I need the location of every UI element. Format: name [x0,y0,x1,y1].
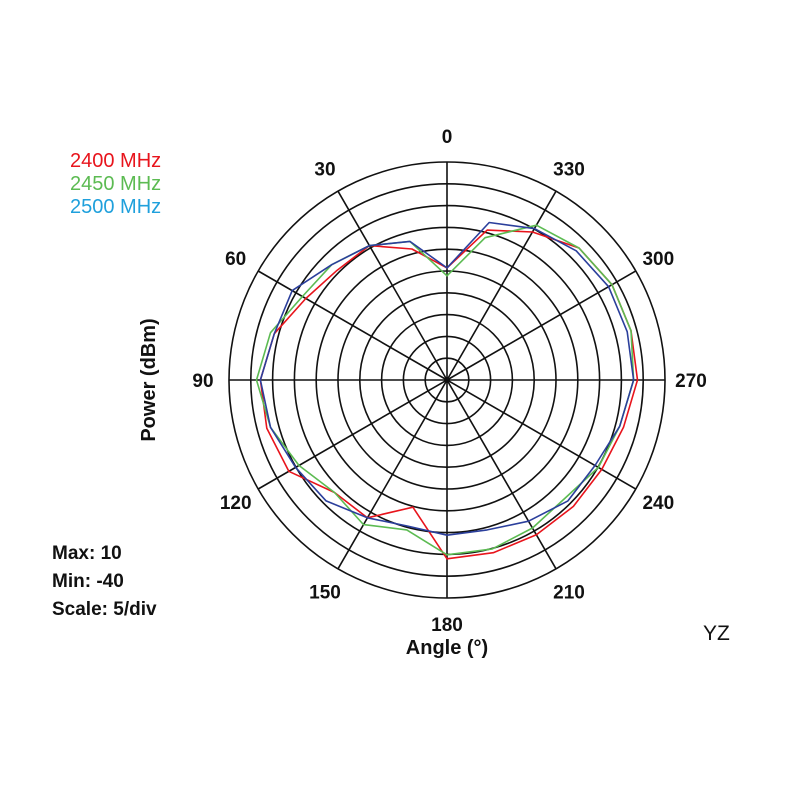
angle-tick-label: 180 [431,615,463,636]
stat-max: Max: 10 [52,543,122,564]
angle-spokes [229,162,665,598]
angle-tick-label: 330 [553,160,585,181]
plane-label: YZ [703,622,730,645]
angle-tick-label: 270 [675,371,707,392]
angle-tick-label: 150 [309,582,341,603]
angle-tick-label: 0 [442,127,453,148]
grid-spoke [446,379,557,570]
angle-tick-labels: 0 30 60 90 120 150 180 210 240 270 300 330 [192,127,706,636]
legend-entry-2400: 2400 MHz [70,150,162,172]
grid-spoke [257,270,448,381]
grid-spoke [446,270,637,381]
angle-tick-label: 300 [642,249,674,270]
legend-entry-2500: 2500 MHz [70,196,162,218]
grid-spoke [446,190,557,381]
angle-tick-label: 240 [642,493,674,514]
x-axis-label: Angle (°) [406,637,488,659]
legend: 2400 MHz 2450 MHz 2500 MHz [70,150,161,219]
grid-spoke [257,379,448,490]
stats-block: Max: 10 Min: -40 Scale: 5/div [52,540,157,624]
series-traces [255,221,639,560]
angle-tick-label: 60 [225,249,246,270]
legend-entry-2450: 2450 MHz [70,173,162,195]
grid-spoke [337,190,448,381]
angle-tick-label: 90 [192,371,213,392]
grid-spoke [446,379,637,490]
stat-scale: Scale: 5/div [52,599,157,620]
series-line-1 [255,224,635,556]
angle-tick-label: 120 [220,493,252,514]
series-line-2 [259,221,635,537]
stat-min: Min: -40 [52,571,124,592]
angle-tick-label: 210 [553,582,585,603]
angle-tick-label: 30 [314,160,335,181]
grid-spoke [337,379,448,570]
y-axis-label: Power (dBm) [138,318,160,441]
